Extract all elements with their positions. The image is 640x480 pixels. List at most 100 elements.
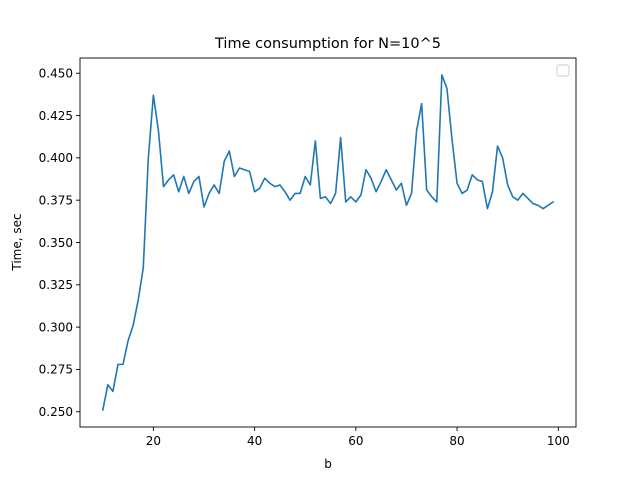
y-tick-label: 0.300 [39,320,73,334]
data-point [122,364,124,366]
data-point [350,196,352,198]
data-point [132,325,134,327]
data-point [547,204,549,206]
series-line-0 [101,74,555,411]
data-point [137,299,139,301]
data-point [552,201,554,203]
data-point [294,193,296,195]
data-point [360,194,362,196]
data-point [309,184,311,186]
data-point [203,206,205,208]
data-point [345,201,347,203]
data-point [107,384,109,386]
data-point [461,193,463,195]
data-point [229,150,231,152]
data-point [148,157,150,159]
data-point [527,198,529,200]
data-point [482,181,484,183]
data-point [117,364,119,366]
data-point [320,198,322,200]
data-point [370,177,372,179]
legend-box [556,64,570,77]
y-tick-label: 0.375 [39,193,73,207]
data-point [213,184,215,186]
data-point [416,130,418,132]
data-point [355,201,357,203]
data-point [390,179,392,181]
data-point [304,176,306,178]
data-point [325,196,327,198]
data-point [127,340,129,342]
data-point [340,137,342,139]
data-point [401,182,403,184]
data-point [274,186,276,188]
data-point [218,193,220,195]
data-point [385,169,387,171]
data-point [487,208,489,210]
data-point [168,179,170,181]
x-tick-label: 80 [449,434,464,448]
y-tick-label: 0.425 [39,109,73,123]
data-point [158,130,160,132]
x-axis-label: b [324,457,332,471]
y-tick-label: 0.400 [39,151,73,165]
data-point [259,188,261,190]
data-point [239,167,241,169]
x-tick-label: 60 [348,434,363,448]
data-point [507,184,509,186]
data-point [284,191,286,193]
data-point [244,169,246,171]
data-point [426,189,428,191]
data-point [492,191,494,193]
data-point [537,204,539,206]
data-point [254,191,256,193]
data-point [299,193,301,195]
data-point [436,201,438,203]
data-point [153,94,155,96]
data-point [112,391,114,393]
data-point [512,196,514,198]
data-point [188,193,190,195]
y-tick-label: 0.250 [39,405,73,419]
chart-title: Time consumption for N=10^5 [214,36,441,52]
data-point [279,184,281,186]
y-tick-label: 0.450 [39,67,73,81]
data-point [102,409,104,411]
x-tick-label: 40 [247,434,262,448]
data-point [264,177,266,179]
data-point [466,189,468,191]
x-tick-label: 20 [146,434,161,448]
data-point [173,174,175,176]
data-point [380,181,382,183]
data-point [406,204,408,206]
data-point [446,88,448,90]
data-point [249,171,251,173]
data-point [411,193,413,195]
data-point [451,138,453,140]
data-point [223,160,225,162]
data-point [441,74,443,76]
data-point [289,199,291,201]
data-point [335,193,337,195]
data-point [193,181,195,183]
y-axis-label: Time, sec [10,213,24,271]
plot-area [101,74,555,411]
data-point [421,103,423,105]
data-point [542,208,544,210]
y-tick-label: 0.275 [39,363,73,377]
data-point [178,191,180,193]
data-point [477,179,479,181]
data-point [502,157,504,159]
data-point [163,186,165,188]
data-point [522,193,524,195]
data-point [471,174,473,176]
data-point [497,145,499,147]
data-point [456,182,458,184]
data-point [431,196,433,198]
data-point [365,169,367,171]
data-point [315,140,317,142]
data-point [269,182,271,184]
data-point [183,176,185,178]
